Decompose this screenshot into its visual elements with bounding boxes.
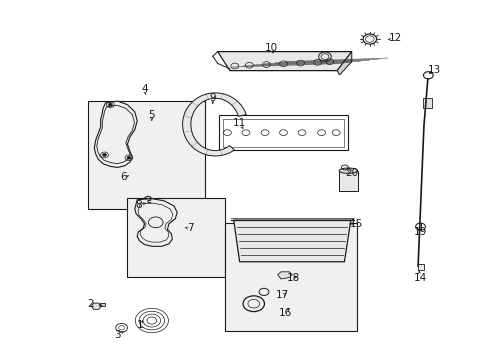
- Text: 11: 11: [232, 118, 246, 128]
- Text: 15: 15: [349, 219, 363, 229]
- Text: 13: 13: [427, 64, 440, 75]
- Text: 12: 12: [388, 33, 402, 43]
- Text: 7: 7: [187, 224, 194, 233]
- Polygon shape: [135, 199, 177, 246]
- Ellipse shape: [338, 168, 357, 174]
- Text: 8: 8: [135, 200, 142, 210]
- Polygon shape: [182, 93, 246, 156]
- Polygon shape: [91, 303, 101, 309]
- Polygon shape: [94, 101, 137, 167]
- Bar: [224, 223, 356, 330]
- Text: 14: 14: [412, 273, 426, 283]
- Bar: [223, 119, 344, 147]
- Bar: [338, 171, 357, 192]
- Polygon shape: [277, 272, 292, 279]
- Circle shape: [108, 103, 112, 106]
- Text: 2: 2: [87, 299, 94, 309]
- Bar: [127, 198, 224, 277]
- Bar: [88, 101, 205, 209]
- Circle shape: [127, 156, 131, 159]
- Text: 17: 17: [275, 291, 288, 301]
- Bar: [94, 303, 105, 306]
- Polygon shape: [233, 220, 350, 262]
- Circle shape: [102, 153, 106, 156]
- Bar: [219, 116, 347, 149]
- Text: 18: 18: [286, 273, 299, 283]
- Text: 16: 16: [278, 309, 291, 318]
- Text: 1: 1: [136, 320, 142, 330]
- Text: 5: 5: [148, 111, 155, 121]
- Polygon shape: [217, 51, 351, 71]
- Text: 4: 4: [141, 84, 147, 94]
- Bar: [417, 264, 423, 270]
- Text: 10: 10: [264, 43, 277, 53]
- Text: 20: 20: [345, 168, 358, 178]
- Polygon shape: [336, 51, 351, 75]
- Text: 19: 19: [412, 227, 426, 237]
- Text: 6: 6: [121, 172, 127, 182]
- Text: 3: 3: [114, 330, 121, 340]
- Text: 9: 9: [209, 93, 216, 103]
- Bar: [422, 98, 431, 108]
